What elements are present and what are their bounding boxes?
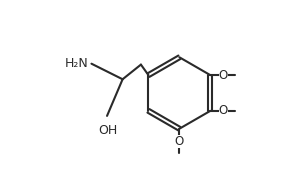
Text: H₂N: H₂N [65, 57, 89, 70]
Text: O: O [175, 135, 184, 148]
Text: O: O [219, 69, 228, 82]
Text: O: O [219, 104, 228, 117]
Text: OH: OH [98, 124, 117, 137]
